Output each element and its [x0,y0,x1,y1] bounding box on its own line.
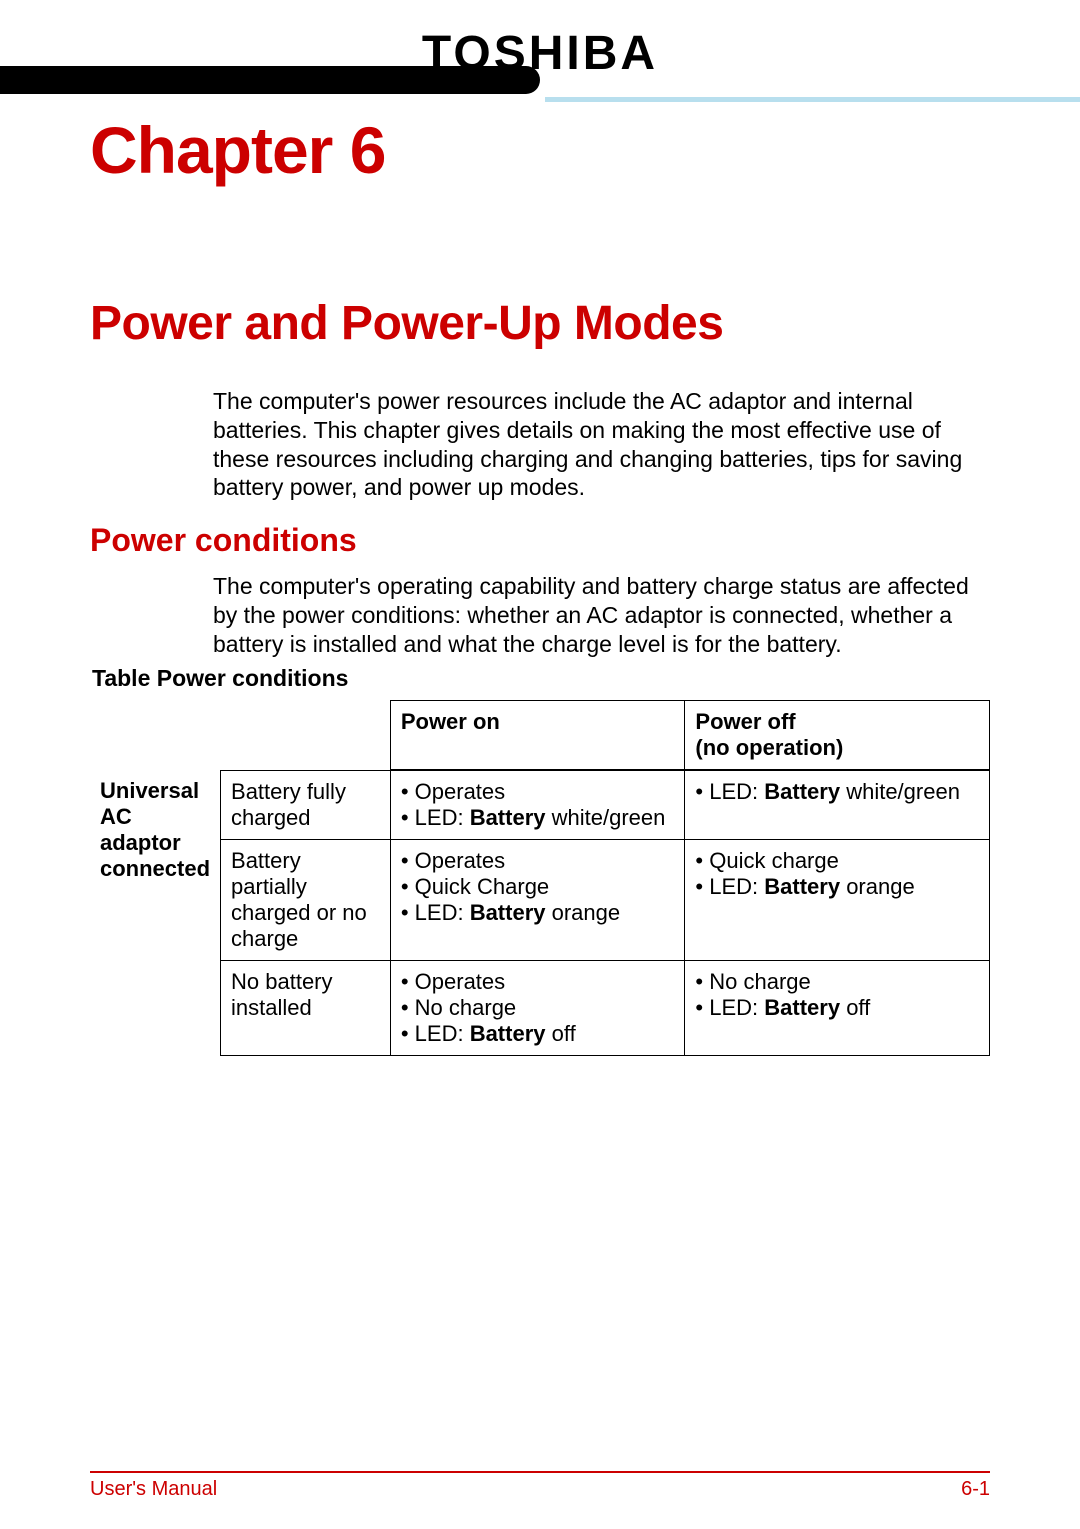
header-cyan-bar [545,97,1080,102]
page: TOSHIBA Chapter 6 Power and Power-Up Mod… [0,0,1080,1529]
list-item: Operates [401,969,675,995]
main-title: Power and Power-Up Modes [90,296,723,351]
footer-rule [90,1471,990,1473]
power-off-cell: No chargeLED: Battery off [685,961,990,1056]
power-on-cell: OperatesQuick ChargeLED: Battery orange [390,840,685,961]
row-group-label: Universal AC adaptor connected [90,770,221,1056]
list-item: Quick Charge [401,874,675,900]
section-paragraph: The computer's operating capability and … [213,572,990,658]
list-item: LED: Battery white/green [401,805,675,831]
section-title: Power conditions [90,522,357,559]
list-item: Quick charge [695,848,979,874]
power-off-cell: Quick chargeLED: Battery orange [685,840,990,961]
footer-left: User's Manual [90,1478,217,1501]
list-item: Operates [401,848,675,874]
list-item: LED: Battery white/green [695,779,979,805]
battery-state-cell: Battery fully charged [221,770,391,840]
power-on-cell: OperatesNo chargeLED: Battery off [390,961,685,1056]
list-item: LED: Battery off [695,995,979,1021]
battery-state-cell: No battery installed [221,961,391,1056]
table-header-blank [221,701,391,771]
power-conditions-table: Power on Power off(no operation) Univers… [90,700,990,1056]
footer-right: 6-1 [961,1478,990,1501]
power-off-cell: LED: Battery white/green [685,770,990,840]
table-caption: Table Power conditions [92,665,348,692]
header-black-bar [0,66,540,94]
list-item: LED: Battery orange [695,874,979,900]
table-header-power-on: Power on [390,701,685,771]
list-item: Operates [401,779,675,805]
table-header-row: Power on Power off(no operation) [90,701,990,771]
table-body: Universal AC adaptor connectedBattery fu… [90,770,990,1056]
intro-paragraph: The computer's power resources include t… [213,387,990,502]
table-row: No battery installedOperatesNo chargeLED… [90,961,990,1056]
table-header-blank [90,701,221,771]
battery-state-cell: Battery partially charged or no charge [221,840,391,961]
list-item: No charge [695,969,979,995]
list-item: LED: Battery orange [401,900,675,926]
table-row: Universal AC adaptor connectedBattery fu… [90,770,990,840]
list-item: No charge [401,995,675,1021]
power-on-cell: OperatesLED: Battery white/green [390,770,685,840]
chapter-label: Chapter 6 [90,112,385,188]
table-row: Battery partially charged or no chargeOp… [90,840,990,961]
table-header-power-off: Power off(no operation) [685,701,990,771]
list-item: LED: Battery off [401,1021,675,1047]
